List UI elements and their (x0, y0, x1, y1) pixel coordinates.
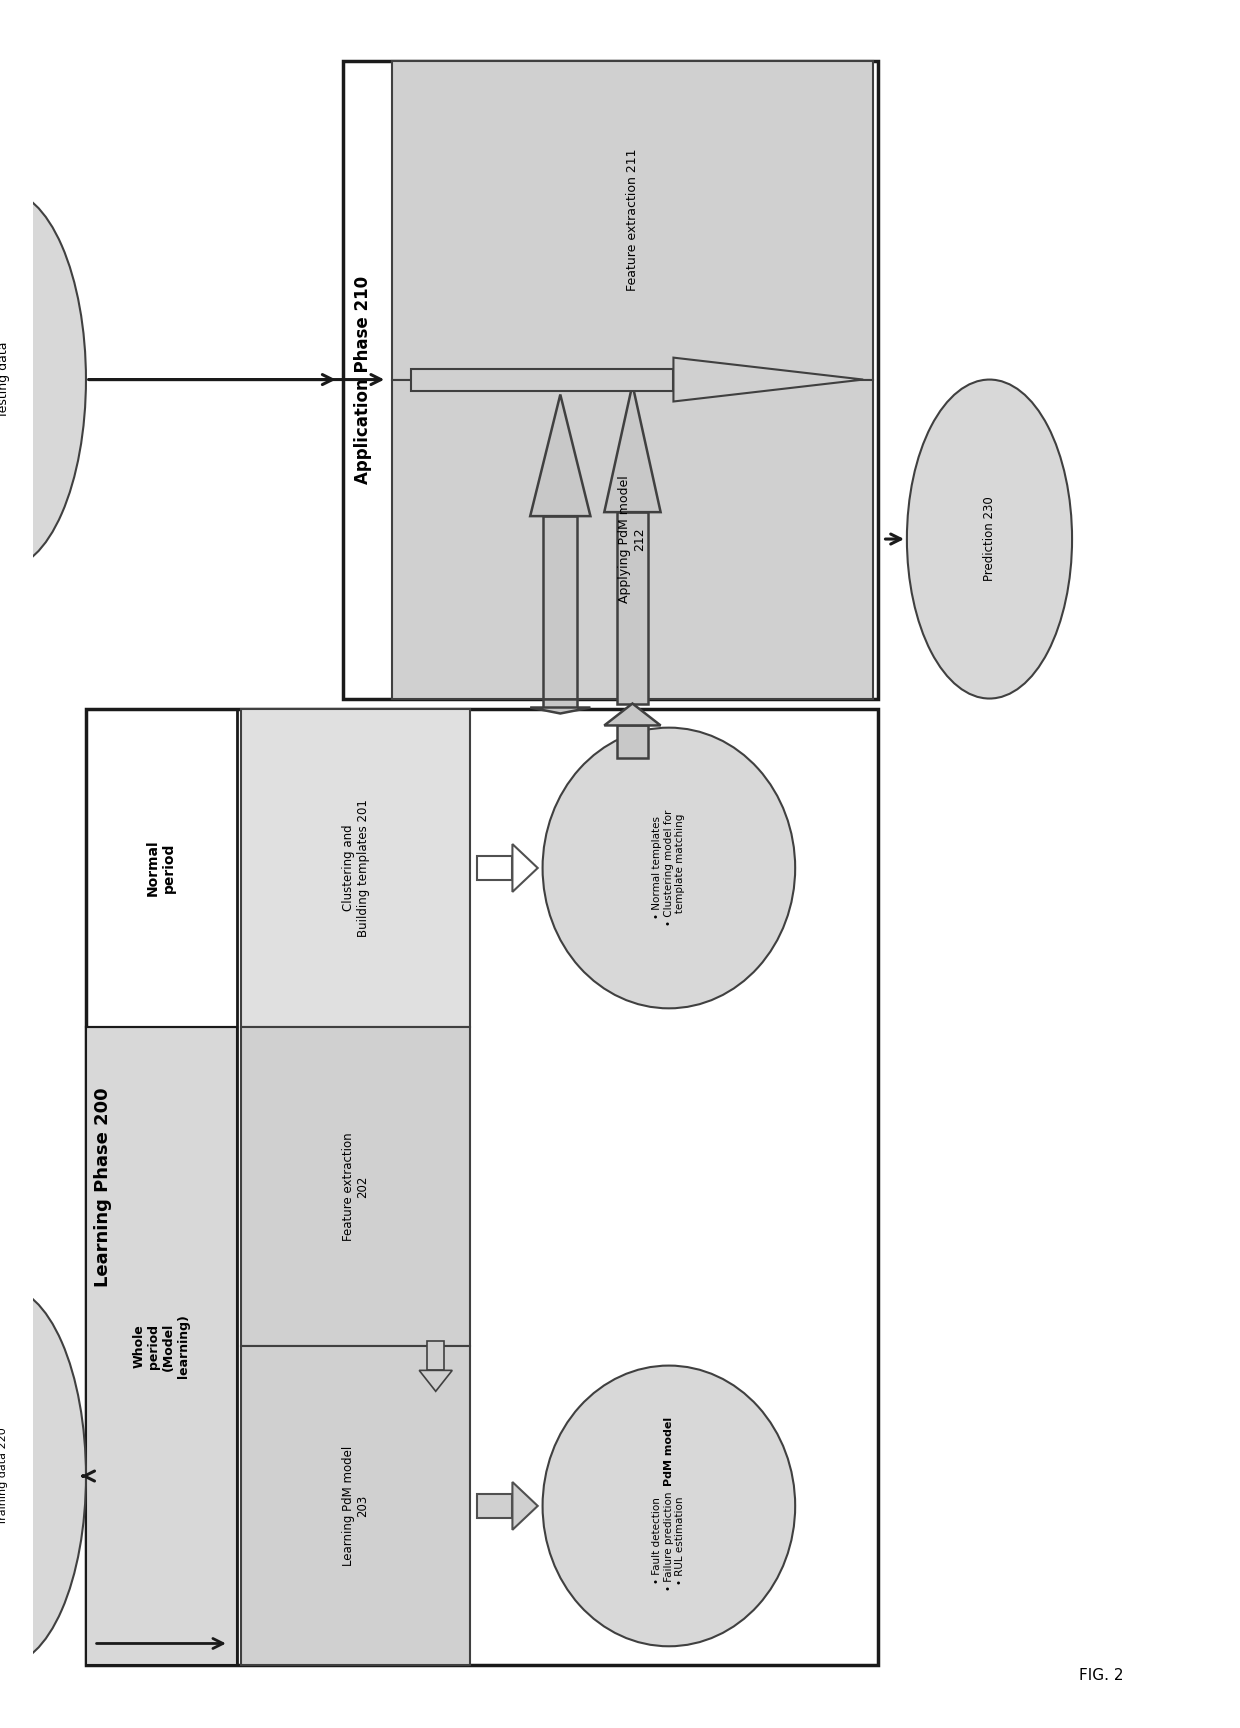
Ellipse shape (0, 1287, 86, 1666)
Polygon shape (512, 843, 538, 892)
Text: Feature extraction 211: Feature extraction 211 (626, 149, 639, 292)
Text: Prediction 230: Prediction 230 (983, 496, 996, 581)
Polygon shape (531, 707, 590, 714)
Bar (477, 1495, 512, 1517)
Polygon shape (512, 1483, 538, 1529)
Bar (242, 1028, 470, 1346)
Text: • Fault detection
• Failure prediction
• RUL estimation: • Fault detection • Failure prediction •… (652, 1491, 686, 1590)
Ellipse shape (543, 1365, 795, 1647)
Ellipse shape (0, 190, 86, 569)
Text: Whole
period
(Model
learning): Whole period (Model learning) (133, 1315, 190, 1379)
Text: Application Phase 210: Application Phase 210 (353, 275, 372, 484)
Bar (427, 1341, 444, 1370)
Bar (618, 726, 649, 759)
Polygon shape (531, 394, 590, 517)
Text: Clustering and
Building templates 201: Clustering and Building templates 201 (341, 798, 370, 937)
Text: Normal
period: Normal period (146, 840, 176, 897)
Bar (86, 1028, 237, 1666)
Bar (343, 60, 878, 698)
Text: Applying PdM model
212: Applying PdM model 212 (619, 475, 646, 603)
Bar (543, 698, 578, 707)
Bar (242, 708, 470, 1028)
Text: Feature extraction
202: Feature extraction 202 (341, 1132, 370, 1241)
Text: • Normal templates
• Clustering model for
   template matching: • Normal templates • Clustering model fo… (652, 810, 686, 926)
Text: FIG. 2: FIG. 2 (1079, 1668, 1123, 1683)
Polygon shape (604, 703, 661, 726)
Ellipse shape (906, 380, 1073, 698)
Bar (412, 368, 673, 391)
Bar (86, 708, 878, 1666)
Text: Training data 220: Training data 220 (0, 1427, 9, 1524)
Bar (392, 380, 873, 698)
Text: Testing data: Testing data (0, 342, 10, 418)
Bar (618, 511, 649, 703)
Ellipse shape (543, 727, 795, 1009)
Bar (242, 1346, 470, 1666)
Text: Learning PdM model
203: Learning PdM model 203 (341, 1446, 370, 1566)
Text: Learning Phase 200: Learning Phase 200 (94, 1087, 113, 1287)
Polygon shape (419, 1370, 453, 1391)
Polygon shape (673, 358, 863, 401)
Polygon shape (604, 385, 661, 511)
Text: PdM model: PdM model (663, 1417, 673, 1486)
Bar (477, 855, 512, 880)
Bar (392, 60, 873, 380)
Bar (543, 517, 578, 698)
